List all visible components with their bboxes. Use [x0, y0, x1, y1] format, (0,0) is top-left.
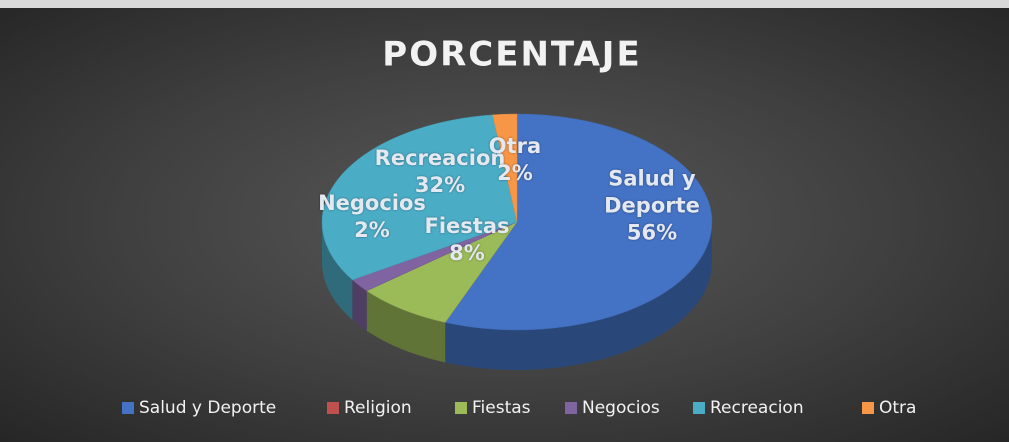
legend-item: Fiestas: [455, 398, 531, 418]
legend-swatch: [327, 402, 339, 414]
data-label-value: 32%: [414, 173, 466, 197]
legend-swatch: [862, 402, 874, 414]
slice-side: [366, 290, 446, 363]
data-label-name: Recreacion: [374, 146, 506, 170]
data-label-name: Otra: [488, 134, 542, 158]
legend-item: Religion: [327, 398, 412, 418]
legend-label: Fiestas: [472, 398, 531, 418]
slice: [366, 221, 518, 323]
legend-item: Recreacion: [693, 398, 804, 418]
chart-title: PORCENTAJE: [382, 35, 641, 75]
data-label-value: 8%: [449, 241, 485, 265]
slice: [321, 114, 518, 281]
legend-label: Negocios: [582, 398, 660, 418]
legend-item: Otra: [862, 398, 916, 418]
data-label-name: Fiestas: [424, 214, 510, 238]
legend-label: Salud y Deporte: [139, 398, 277, 418]
slice: [492, 113, 518, 223]
legend-swatch: [122, 402, 134, 414]
pie-sides: [322, 222, 712, 370]
data-label-value: 2%: [354, 218, 390, 242]
slice-side: [352, 279, 367, 331]
legend-swatch: [455, 402, 467, 414]
legend-label: Religion: [344, 398, 412, 418]
legend-swatch: [565, 402, 577, 414]
legend-label: Otra: [879, 398, 917, 418]
legend-item: Negocios: [565, 398, 660, 418]
data-label-value: 2%: [497, 161, 533, 185]
legend-label: Recreacion: [710, 398, 804, 418]
data-label: Salud y Deporte 56%: [587, 166, 717, 247]
data-label: Recreacion 32%: [365, 145, 515, 199]
slice-side: [445, 222, 712, 370]
data-label-value: 56%: [626, 220, 678, 245]
data-label: Fiestas 8%: [412, 213, 522, 267]
pie-tops: [321, 113, 713, 331]
slice: [444, 113, 713, 331]
data-label: Otra 2%: [485, 133, 545, 187]
legend-item: Salud y Deporte: [122, 398, 276, 418]
data-label-name: Salud y Deporte: [604, 166, 700, 218]
data-label-name: Negocios: [318, 191, 426, 215]
data-label: Negocios 2%: [317, 190, 427, 244]
slice-side: [322, 222, 353, 320]
top-strip: [0, 0, 1009, 8]
legend-swatch: [693, 402, 705, 414]
